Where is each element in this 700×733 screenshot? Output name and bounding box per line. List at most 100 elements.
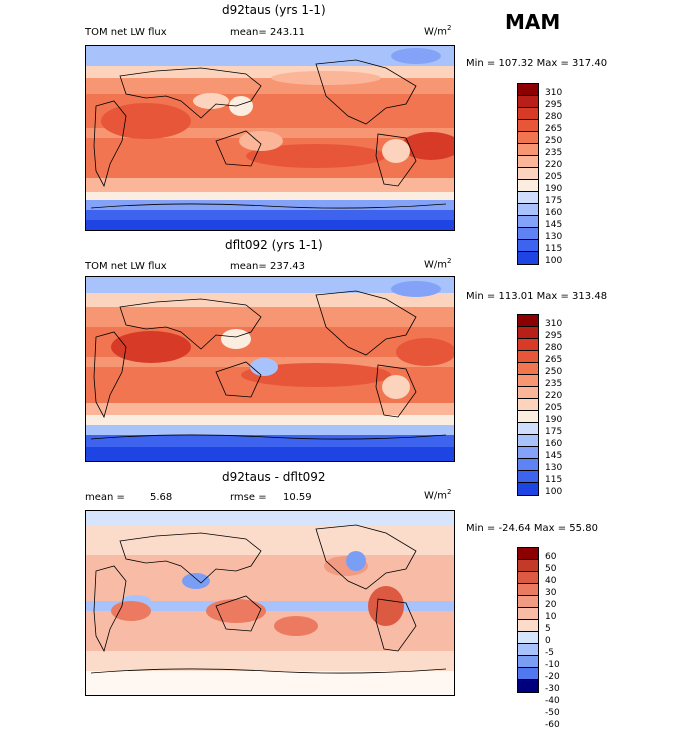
panel1-swatch [518,192,538,204]
panel3-swatch [518,680,538,692]
panel3-level-label: 60 [545,552,557,562]
panel2-swatch [518,435,538,447]
panel2-swatch [518,423,538,435]
panel1-level-label: 160 [545,208,563,218]
panel3-level-label: 40 [545,576,557,586]
panel3-swatch [518,608,538,620]
panel2-swatch [518,411,538,423]
panel2-swatch [518,447,538,459]
panel3-swatch [518,548,538,560]
panel2-level-label: 280 [545,343,563,353]
panel3-swatch [518,584,538,596]
panel2-minmax: Min = 113.01 Max = 313.48 [466,291,608,302]
panel2-level-label: 160 [545,439,563,449]
panel2-level-label: 235 [545,379,563,389]
panel3-mean-value: 5.68 [150,492,173,503]
panel3-colorbar-labels: 60 50 40 30 20 10 5 0 -5 -10 -20 -30 -40… [545,553,560,733]
panel2-swatch [518,459,538,471]
panel2-level-label: 220 [545,391,563,401]
panel3-swatch [518,560,538,572]
panel1-swatch [518,252,538,264]
panel3-map-graphic [86,511,454,695]
panel2-level-label: 295 [545,331,563,341]
panel2-swatch [518,399,538,411]
panel1-swatch [518,84,538,96]
panel2-map-graphic [86,277,454,461]
panel2-units: W/m2 [424,257,452,271]
panel2-level-label: 250 [545,367,563,377]
panel1-minmax: Min = 107.32 Max = 317.40 [466,58,608,69]
panel1-swatch [518,156,538,168]
panel1-level-label: 235 [545,148,563,158]
panel1-units: W/m2 [424,24,452,38]
panel3-level-label: -20 [545,672,560,682]
panel1-swatch [518,96,538,108]
panel1-map-graphic [86,46,454,230]
panel1-swatch [518,132,538,144]
panel2-map [85,276,455,462]
panel1-swatch [518,120,538,132]
panel3-level-label: -60 [545,720,560,730]
panel2-level-label: 265 [545,355,563,365]
panel1-mean-value: 243.11 [270,27,305,38]
panel3-colorbar [517,547,539,693]
panel1-level-label: 100 [545,256,563,266]
panel2-swatch [518,483,538,495]
panel3-level-label: 0 [545,636,551,646]
panel3-swatch [518,644,538,656]
panel1-level-label: 145 [545,220,563,230]
panel2-level-label: 190 [545,415,563,425]
panel3-title: d92taus - dflt092 [222,470,326,484]
panel1-level-label: 130 [545,232,563,242]
panel3-swatch [518,656,538,668]
panel1-swatch [518,168,538,180]
panel2-level-label: 145 [545,451,563,461]
panel2-level-label: 175 [545,427,563,437]
panel1-level-label: 190 [545,184,563,194]
panel3-level-label: 10 [545,612,557,622]
panel3-mean-label: mean = [85,492,125,503]
panel3-swatch [518,668,538,680]
panel2-level-label: 115 [545,475,563,485]
panel2-swatch [518,339,538,351]
panel3-level-label: -40 [545,696,560,706]
panel1-swatch [518,144,538,156]
panel3-minmax: Min = -24.64 Max = 55.80 [466,523,598,534]
panel1-swatch [518,240,538,252]
panel2-variable: TOM net LW flux [85,261,167,272]
panel1-level-label: 310 [545,88,563,98]
season-label: MAM [505,10,561,34]
panel2-swatch [518,315,538,327]
panel3-level-label: 5 [545,624,551,634]
panel1-map [85,45,455,231]
panel3-level-label: -5 [545,648,554,658]
panel2-mean-label: mean= [230,261,267,272]
panel2-swatch [518,363,538,375]
panel2-title: dflt092 (yrs 1-1) [225,238,323,252]
panel3-units: W/m2 [424,488,452,502]
panel2-level-label: 310 [545,319,563,329]
panel3-rmse-label: rmse = [230,492,267,503]
panel1-level-label: 115 [545,244,563,254]
panel1-swatch [518,216,538,228]
panel1-level-label: 265 [545,124,563,134]
panel1-level-label: 175 [545,196,563,206]
panel1-mean-label: mean= [230,27,267,38]
panel1-title: d92taus (yrs 1-1) [222,3,326,17]
panel3-rmse-value: 10.59 [283,492,312,503]
panel1-level-label: 220 [545,160,563,170]
panel1-swatch [518,108,538,120]
panel3-swatch [518,572,538,584]
panel1-colorbar [517,83,539,265]
panel2-swatch [518,471,538,483]
panel3-level-label: 20 [545,600,557,610]
panel2-level-label: 130 [545,463,563,473]
panel2-level-label: 205 [545,403,563,413]
panel2-swatch [518,375,538,387]
panel3-level-label: -30 [545,684,560,694]
panel3-swatch [518,596,538,608]
panel1-level-label: 295 [545,100,563,110]
panel1-swatch [518,180,538,192]
panel2-swatch [518,387,538,399]
panel1-variable: TOM net LW flux [85,27,167,38]
